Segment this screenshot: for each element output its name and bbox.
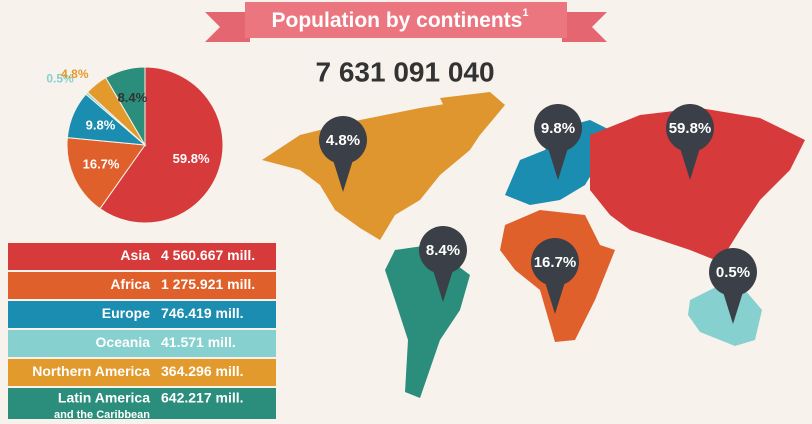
pin-label: 4.8%	[326, 132, 360, 149]
pin-head	[531, 238, 579, 286]
pin-shape	[545, 282, 565, 314]
table-row	[8, 243, 276, 270]
pie-slice	[66, 137, 146, 210]
pin-head	[534, 104, 582, 152]
row-name: Europe	[102, 305, 150, 321]
ribbon-end	[562, 12, 607, 42]
pin-head	[319, 116, 367, 164]
map-pin: 4.8%	[319, 116, 367, 192]
pin-shape	[333, 160, 353, 192]
pie-label: 0.5%	[46, 71, 74, 85]
row-amount: 642.217 mill.	[161, 390, 244, 406]
pin-label: 59.8%	[669, 120, 712, 137]
title-text: Population by continents	[272, 9, 523, 32]
ribbon	[245, 2, 567, 38]
map-pin: 16.7%	[531, 238, 579, 314]
pin-shape	[548, 148, 568, 180]
pin-head	[419, 226, 467, 274]
row-amount: 1 275.921 mill.	[161, 276, 255, 292]
row-name: Northern America	[32, 363, 150, 379]
pin-shape	[680, 148, 700, 180]
greenland	[440, 92, 505, 135]
asia	[590, 108, 805, 262]
total: 7 631 091 040	[315, 56, 494, 87]
row-amount: 746.419 mill.	[161, 305, 244, 321]
map-pin: 59.8%	[666, 104, 714, 180]
table-row	[8, 359, 276, 386]
pin-label: 8.4%	[426, 242, 460, 259]
pie-slice	[99, 66, 224, 224]
row-amount: 364.296 mill.	[161, 363, 244, 379]
row-name: Latin America	[58, 390, 150, 406]
pin-head	[666, 104, 714, 152]
pie-label: 8.4%	[118, 90, 148, 105]
row-name: Oceania	[96, 334, 151, 350]
pie-slice	[105, 66, 146, 147]
row-subname: and the Caribbean	[54, 409, 150, 419]
row-name: Asia	[120, 247, 150, 263]
pin-label: 16.7%	[534, 254, 577, 271]
title-note: 1	[522, 7, 528, 19]
australia	[688, 285, 762, 346]
pin-label: 9.8%	[541, 120, 575, 137]
pie-label: 59.8%	[173, 151, 210, 166]
pin-head	[709, 248, 757, 296]
map-pin: 8.4%	[419, 226, 467, 302]
title-banner: Population by continents1	[205, 2, 607, 42]
pin-label: 0.5%	[716, 264, 750, 281]
map-pin: 9.8%	[534, 104, 582, 180]
ribbon-end	[205, 12, 250, 42]
map-pin: 0.5%	[709, 248, 757, 324]
pie-label: 16.7%	[83, 157, 120, 172]
pie-label: 4.8%	[61, 67, 89, 81]
row-name: Africa	[110, 276, 150, 292]
table-row	[8, 388, 276, 424]
row-amount: 4 560.667 mill.	[161, 247, 255, 263]
table-row	[8, 301, 276, 328]
pin-shape	[433, 270, 453, 302]
pie-label: 9.8%	[86, 118, 116, 133]
table-row	[8, 330, 276, 357]
table-row	[8, 272, 276, 299]
pin-shape	[723, 292, 743, 324]
title: Population by continents1	[272, 7, 529, 32]
row-amount: 41.571 mill.	[161, 334, 236, 350]
